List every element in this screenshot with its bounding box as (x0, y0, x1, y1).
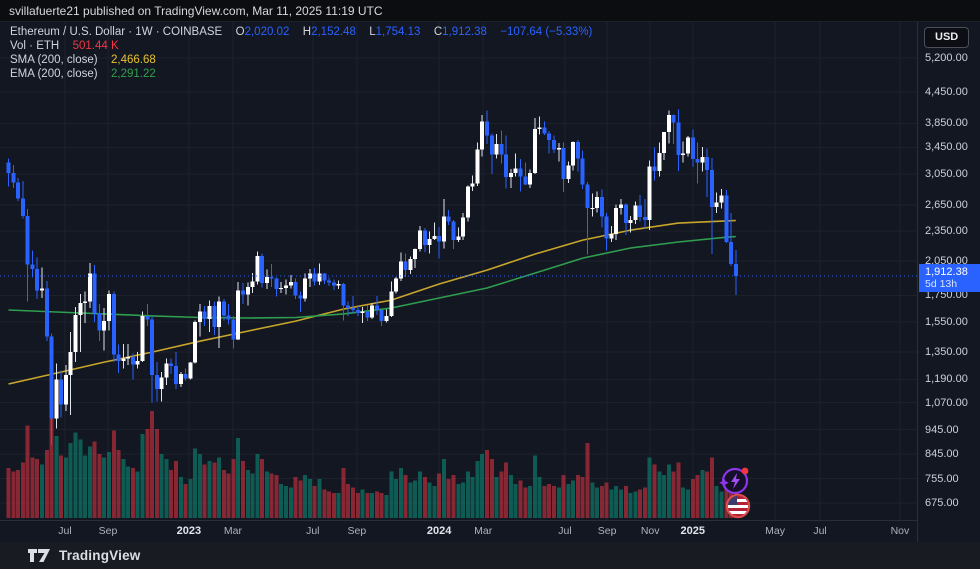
publish-header: svillafuerte21 published on TradingView.… (0, 0, 980, 22)
price-tick-label: 3,050.00 (925, 168, 968, 181)
candlestick-chart[interactable] (0, 22, 917, 520)
interval-label: 1W (135, 26, 153, 38)
chart-pane[interactable]: Ethereum / U.S. Dollar · 1W · COINBASE O… (0, 22, 917, 520)
price-tick-label: 845.00 (925, 448, 959, 461)
close-value: 1,912.38 (442, 26, 487, 38)
time-tick-year: 2025 (680, 525, 705, 537)
us-flag-reaction-icon[interactable] (725, 493, 751, 519)
high-value: 2,152.48 (311, 26, 356, 38)
volume-row: Vol · ETH 501.44 K (10, 39, 592, 53)
open-label: O (235, 26, 245, 38)
time-axis[interactable]: Jul Sep 2023 Mar Jul Sep 2024 Mar Jul Sep Nov 2025 M… (0, 520, 917, 542)
time-tick-month: May (765, 525, 785, 537)
price-tick-label: 675.00 (925, 497, 959, 509)
exchange-label: COINBASE (162, 26, 223, 38)
volume-label: Vol · ETH (10, 40, 60, 52)
price-tick-label: 1,350.00 (925, 345, 968, 358)
time-tick-month: Nov (890, 525, 910, 537)
close-label: C (433, 26, 443, 38)
tradingview-brand[interactable]: TradingView (59, 548, 141, 563)
price-tick-label: 1,070.00 (925, 396, 968, 409)
time-tick-month: Mar (223, 525, 242, 537)
tradingview-logo-icon[interactable] (28, 547, 51, 564)
price-tick-label: 2,050.00 (925, 254, 968, 267)
ema-row: EMA (200, close) 2,291.22 (10, 67, 592, 81)
time-tick-month: Sep (347, 525, 367, 537)
volume-value: 501.44 K (72, 40, 119, 52)
price-tick-label: 2,650.00 (925, 198, 968, 211)
time-tick-month: Mar (474, 525, 493, 537)
footer-bar: TradingView (0, 542, 980, 569)
open-value: 2,020.02 (244, 26, 290, 38)
ema-value: 2,291.22 (110, 68, 156, 80)
last-price-badge[interactable]: 1,912.38 5d 13h (919, 263, 980, 292)
ema-label: EMA (200, close) (10, 68, 98, 80)
last-price-value: 1,912.38 (925, 265, 968, 278)
sma-row: SMA (200, close) 2,466.68 (10, 53, 592, 67)
low-label: L (369, 26, 376, 38)
time-tick-month: Sep (98, 525, 118, 537)
symbol-title: Ethereum / U.S. Dollar (10, 26, 126, 38)
price-tick-label: 3,450.00 (925, 141, 968, 154)
price-tick-label: 1,750.00 (925, 289, 968, 302)
price-tick-label: 755.00 (925, 472, 959, 485)
time-tick-month: Nov (640, 525, 660, 537)
currency-toggle-button[interactable]: USD (924, 27, 970, 48)
price-tick-label: 3,850.00 (925, 117, 968, 130)
sma-label: SMA (200, close) (10, 54, 98, 66)
low-value: 1,754.13 (375, 26, 421, 38)
time-tick-month: Jul (813, 525, 827, 537)
symbol-row: Ethereum / U.S. Dollar · 1W · COINBASE O… (10, 26, 593, 38)
price-axis[interactable]: USD 5,200.00 4,450.00 3,850.00 3,450.00 3,05… (917, 22, 980, 542)
reaction-stickers[interactable] (712, 460, 772, 522)
bar-countdown: 5d 13h (925, 277, 958, 290)
price-tick-label: 4,450.00 (925, 85, 968, 98)
high-label: H (302, 26, 312, 38)
time-tick-month: Sep (597, 525, 617, 537)
boost-reaction-icon[interactable] (719, 467, 749, 495)
time-tick-month: Jul (558, 525, 572, 537)
publish-attribution: svillafuerte21 published on TradingView.… (9, 3, 383, 18)
chart-legend: Ethereum / U.S. Dollar · 1W · COINBASE O… (10, 25, 592, 81)
price-tick-label: 1,190.00 (925, 373, 968, 386)
time-tick-month: Jul (58, 525, 72, 537)
price-tick-label: 5,200.00 (925, 51, 968, 64)
time-tick-year: 2024 (426, 525, 452, 537)
price-tick-label: 1,550.00 (925, 315, 968, 328)
sma-value: 2,466.68 (110, 54, 156, 66)
price-tick-label: 945.00 (925, 423, 959, 436)
time-tick-year: 2023 (176, 525, 202, 537)
change-value: −107.64 (−5.33%) (500, 26, 593, 38)
time-tick-month: Jul (306, 525, 320, 537)
price-tick-label: 2,350.00 (925, 225, 968, 238)
